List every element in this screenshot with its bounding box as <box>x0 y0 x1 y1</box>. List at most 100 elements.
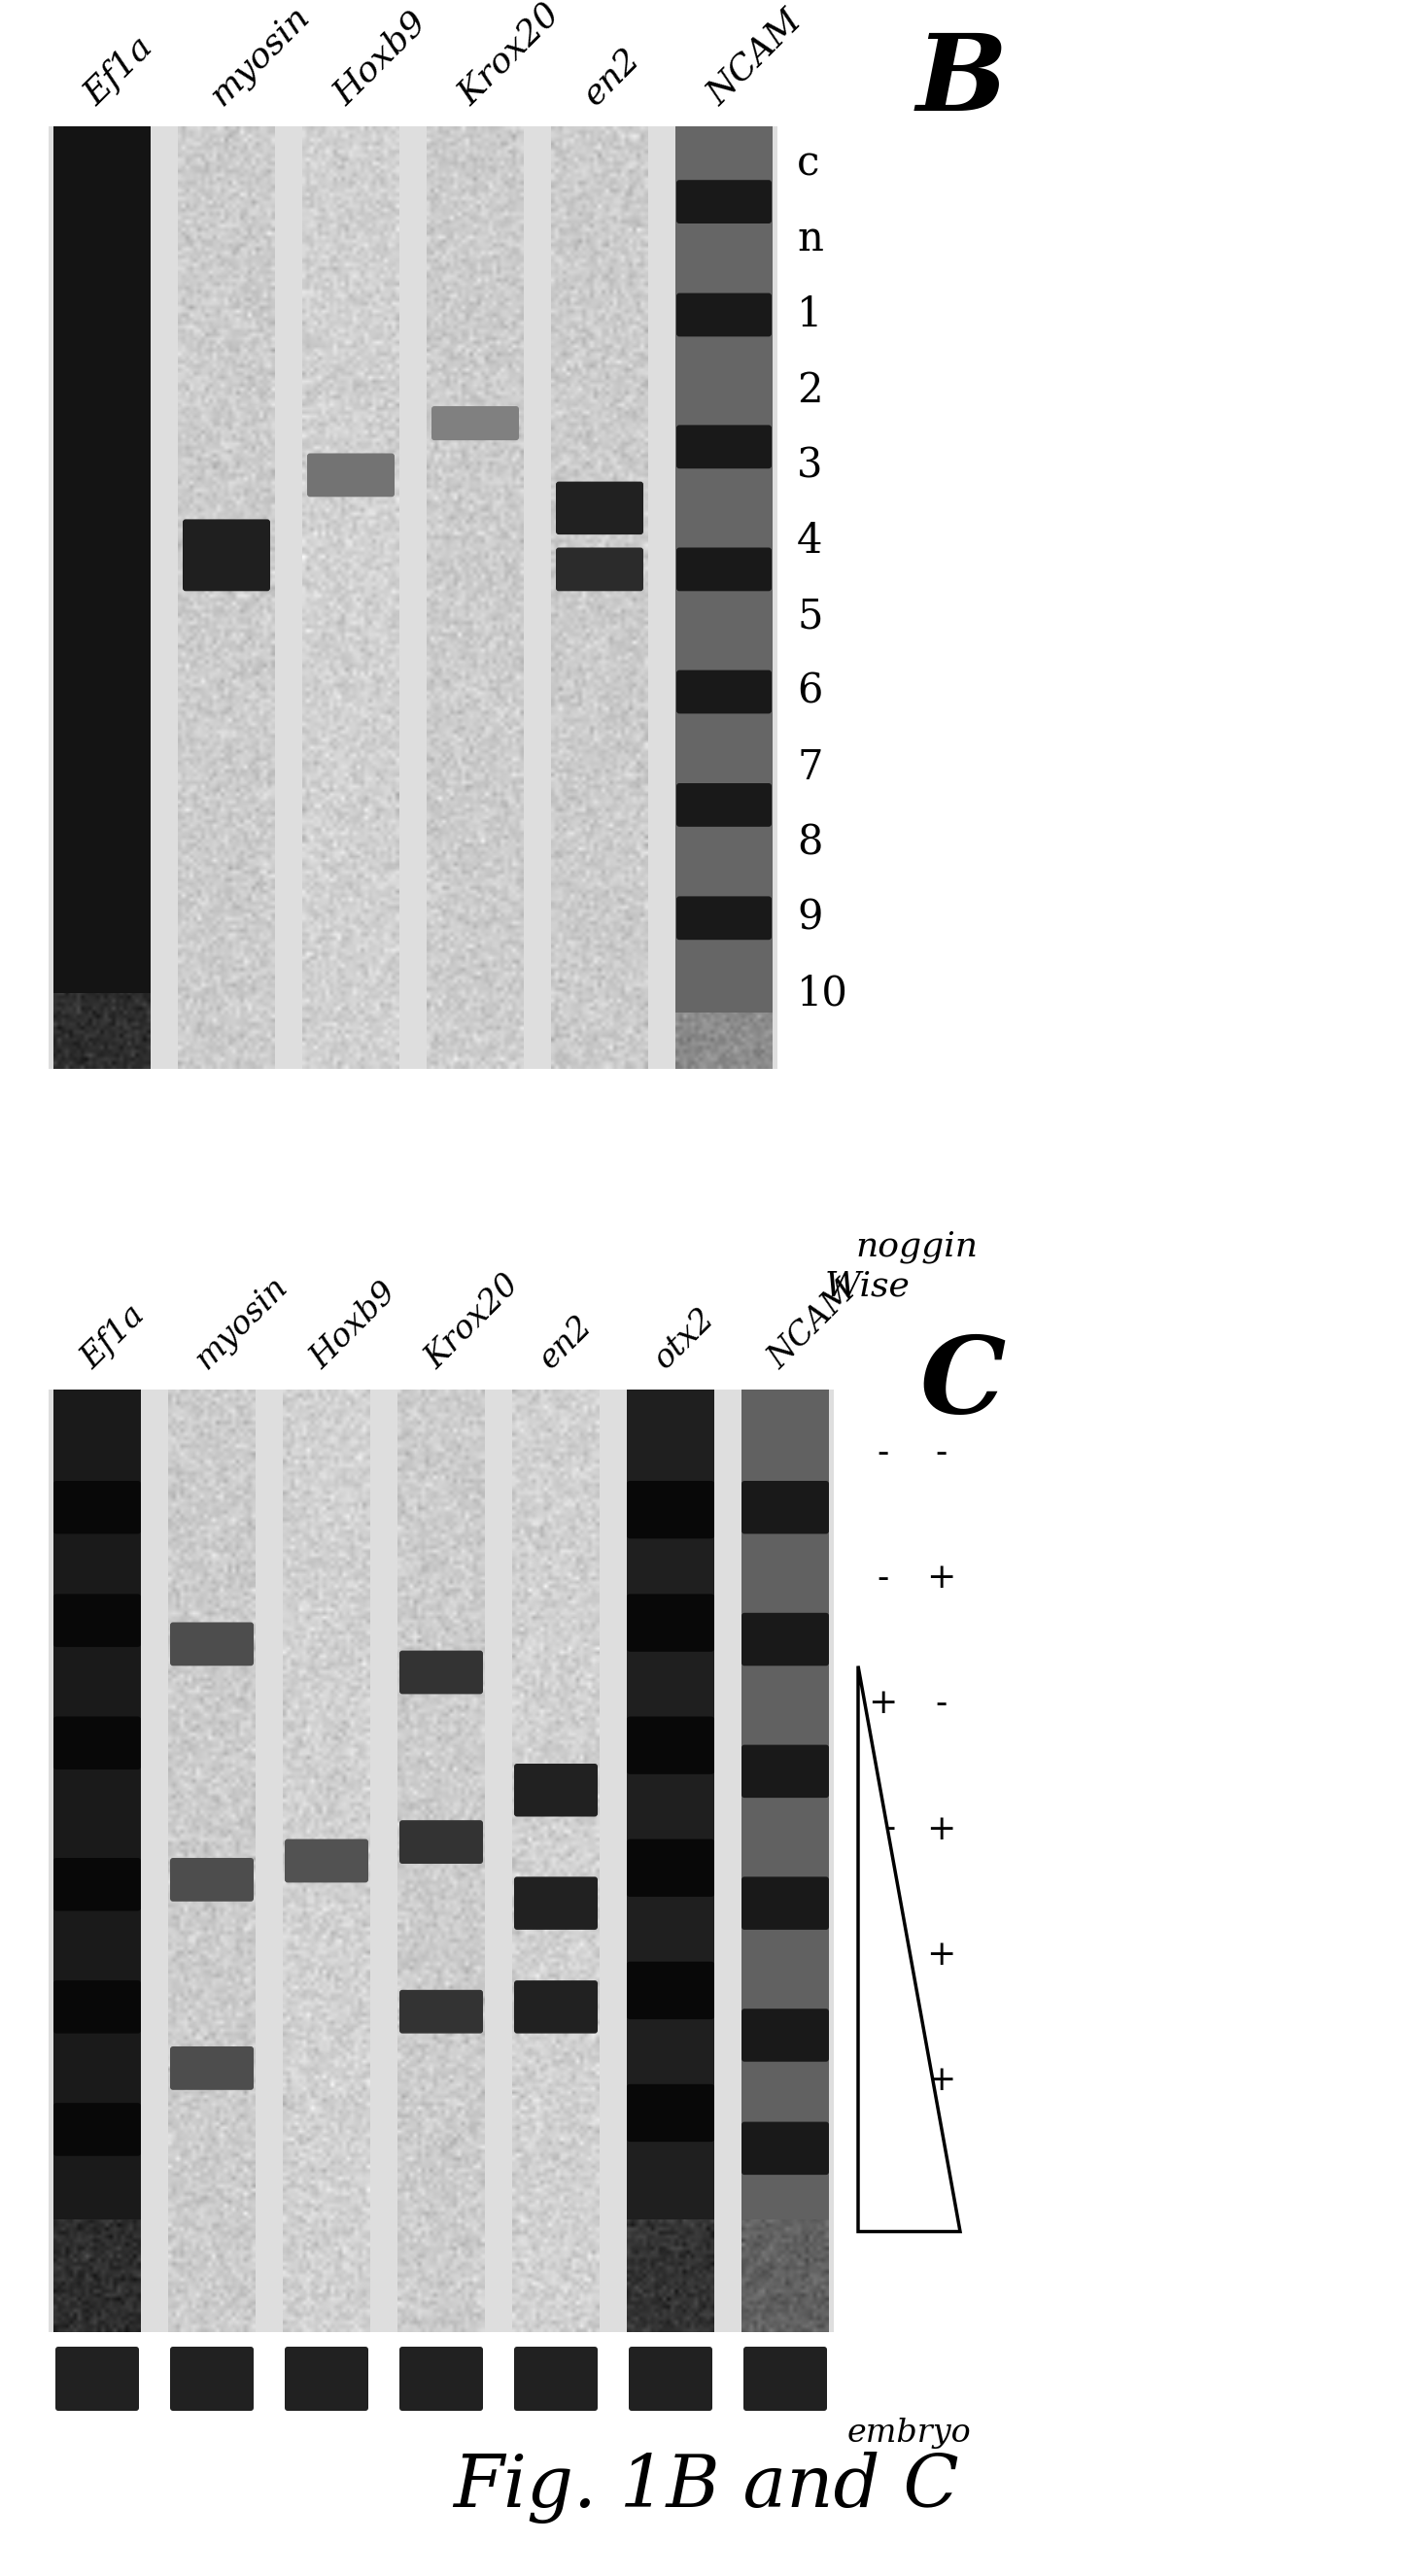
FancyBboxPatch shape <box>742 1744 829 1798</box>
FancyBboxPatch shape <box>54 2102 141 2156</box>
Text: +: + <box>868 2063 897 2097</box>
FancyBboxPatch shape <box>677 670 771 714</box>
Bar <box>742 1388 829 2218</box>
Text: 1: 1 <box>797 294 822 335</box>
FancyBboxPatch shape <box>514 1981 598 2032</box>
FancyBboxPatch shape <box>307 453 394 497</box>
Text: c: c <box>797 144 820 185</box>
Text: -: - <box>935 1435 947 1468</box>
Text: +: + <box>926 1814 955 1847</box>
Text: +: + <box>926 2190 955 2223</box>
FancyBboxPatch shape <box>627 1839 715 1896</box>
FancyBboxPatch shape <box>627 2084 715 2141</box>
Polygon shape <box>858 1667 961 2231</box>
FancyBboxPatch shape <box>400 1821 483 1865</box>
FancyBboxPatch shape <box>514 1765 598 1816</box>
FancyBboxPatch shape <box>170 1857 254 1901</box>
Text: +: + <box>926 2063 955 2097</box>
FancyBboxPatch shape <box>431 407 519 440</box>
Text: Wise: Wise <box>825 1270 910 1301</box>
Text: 2: 2 <box>797 371 822 410</box>
FancyBboxPatch shape <box>677 783 771 827</box>
Text: Hoxb9: Hoxb9 <box>328 5 434 111</box>
Text: +: + <box>926 1561 955 1595</box>
Text: en2: en2 <box>534 1311 599 1376</box>
FancyBboxPatch shape <box>54 1981 141 2032</box>
FancyBboxPatch shape <box>742 1613 829 1667</box>
FancyBboxPatch shape <box>627 1960 715 2020</box>
FancyBboxPatch shape <box>182 520 270 590</box>
FancyBboxPatch shape <box>55 2347 138 2411</box>
Text: n: n <box>797 219 822 260</box>
Text: +: + <box>926 1940 955 1971</box>
FancyBboxPatch shape <box>742 1878 829 1929</box>
Text: myosin: myosin <box>203 0 315 111</box>
FancyBboxPatch shape <box>629 2347 712 2411</box>
Text: C: C <box>918 1332 1005 1435</box>
FancyBboxPatch shape <box>400 1989 483 2032</box>
Text: +: + <box>868 1940 897 1971</box>
FancyBboxPatch shape <box>677 896 771 940</box>
Text: otx2: otx2 <box>649 1303 721 1376</box>
Text: -: - <box>935 1687 947 1721</box>
Text: +: + <box>868 1687 897 1721</box>
Text: 8: 8 <box>797 822 822 863</box>
Text: 7: 7 <box>797 747 822 788</box>
Text: Fig. 1B and C: Fig. 1B and C <box>454 2452 959 2524</box>
Text: NCAM: NCAM <box>701 5 808 111</box>
FancyBboxPatch shape <box>514 2347 598 2411</box>
Text: -: - <box>876 1561 889 1595</box>
Text: 10: 10 <box>797 974 848 1015</box>
FancyBboxPatch shape <box>627 1481 715 1538</box>
Text: 5: 5 <box>797 595 822 636</box>
FancyBboxPatch shape <box>54 1716 141 1770</box>
Text: noggin: noggin <box>855 1231 978 1262</box>
FancyBboxPatch shape <box>400 1651 483 1695</box>
FancyBboxPatch shape <box>170 2045 254 2089</box>
Text: 6: 6 <box>797 672 822 711</box>
FancyBboxPatch shape <box>555 482 643 536</box>
FancyBboxPatch shape <box>54 1595 141 1646</box>
Text: Krox20: Krox20 <box>420 1270 526 1376</box>
FancyBboxPatch shape <box>514 1878 598 1929</box>
FancyBboxPatch shape <box>677 549 771 590</box>
FancyBboxPatch shape <box>743 2347 827 2411</box>
Bar <box>675 126 773 1012</box>
Text: Krox20: Krox20 <box>452 0 567 111</box>
FancyBboxPatch shape <box>677 294 771 337</box>
Text: 4: 4 <box>797 520 822 562</box>
Text: NCAM: NCAM <box>763 1275 863 1376</box>
FancyBboxPatch shape <box>677 180 771 224</box>
Text: myosin: myosin <box>189 1270 294 1376</box>
Bar <box>627 1388 715 2218</box>
FancyBboxPatch shape <box>400 2347 483 2411</box>
FancyBboxPatch shape <box>742 2009 829 2061</box>
Text: 3: 3 <box>797 446 822 487</box>
FancyBboxPatch shape <box>555 549 643 590</box>
FancyBboxPatch shape <box>677 425 771 469</box>
Bar <box>54 126 151 994</box>
Bar <box>48 1388 834 2331</box>
Text: Ef1a: Ef1a <box>79 31 160 111</box>
FancyBboxPatch shape <box>54 1857 141 1911</box>
Text: 9: 9 <box>797 896 822 938</box>
Text: en2: en2 <box>577 41 646 111</box>
FancyBboxPatch shape <box>170 2347 254 2411</box>
FancyBboxPatch shape <box>742 1481 829 1533</box>
Text: +: + <box>868 2190 897 2223</box>
FancyBboxPatch shape <box>742 2123 829 2174</box>
FancyBboxPatch shape <box>54 1481 141 1533</box>
Text: Hoxb9: Hoxb9 <box>305 1278 403 1376</box>
Text: B: B <box>917 28 1007 134</box>
Text: +: + <box>868 1814 897 1847</box>
Text: embryo: embryo <box>846 2419 971 2450</box>
FancyBboxPatch shape <box>627 1595 715 1651</box>
FancyBboxPatch shape <box>285 2347 369 2411</box>
Text: Ef1a: Ef1a <box>75 1298 151 1376</box>
Bar <box>48 126 777 1069</box>
FancyBboxPatch shape <box>627 1716 715 1775</box>
Text: -: - <box>876 1435 889 1468</box>
Bar <box>54 1388 141 2218</box>
FancyBboxPatch shape <box>285 1839 369 1883</box>
FancyBboxPatch shape <box>170 1623 254 1667</box>
